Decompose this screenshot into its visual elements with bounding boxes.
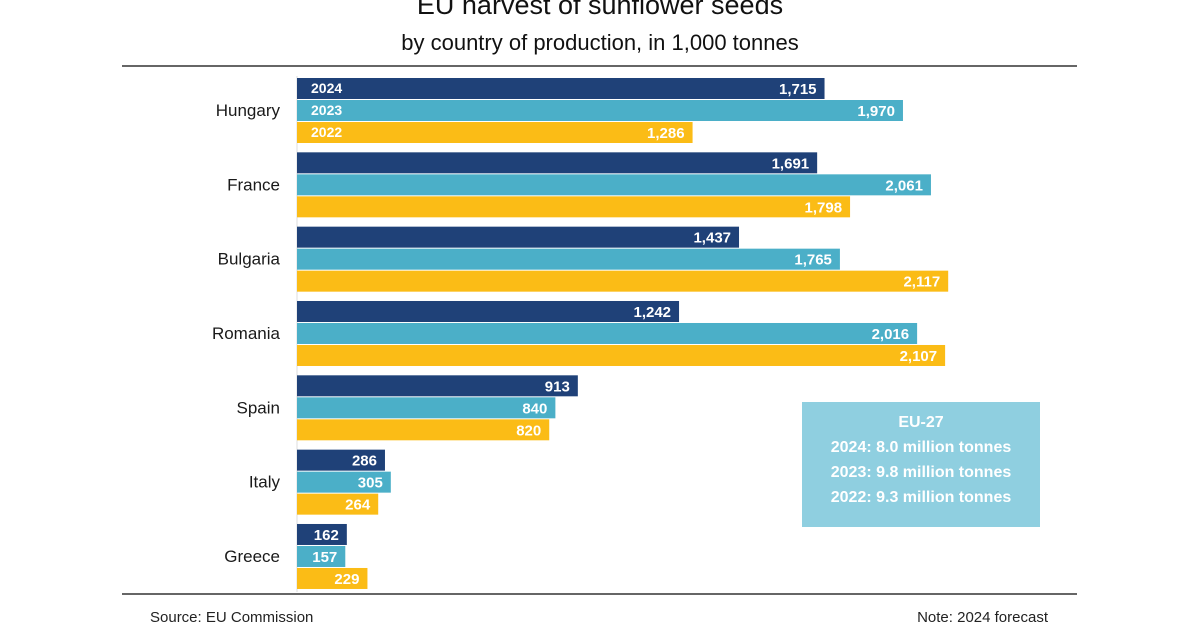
callout-line-2024: 2024: 8.0 million tonnes	[830, 439, 1012, 456]
value-label-greece-2023: 157	[312, 549, 337, 566]
bar-spain-2022	[297, 419, 550, 441]
legend-label-2024: 2024	[311, 80, 342, 96]
bar-italy-2022	[297, 493, 379, 515]
value-label-spain-2024: 913	[545, 378, 570, 395]
value-label-france-2024: 1,691	[772, 155, 810, 172]
bar-greece-2022	[297, 567, 368, 589]
value-label-hungary-2023: 1,970	[857, 103, 895, 120]
category-label-romania: Romania	[212, 324, 281, 343]
value-label-hungary-2022: 1,286	[647, 125, 685, 142]
value-label-romania-2022: 2,107	[900, 348, 938, 365]
category-label-france: France	[227, 175, 280, 194]
value-label-italy-2023: 305	[358, 475, 383, 492]
value-label-spain-2022: 820	[516, 422, 541, 439]
bar-france-2024	[297, 152, 818, 174]
category-label-greece: Greece	[224, 547, 280, 566]
bar-france-2023	[297, 174, 931, 196]
bar-italy-2024	[297, 449, 385, 471]
callout-line-2022: 2022: 9.3 million tonnes	[830, 489, 1012, 506]
value-label-greece-2024: 162	[314, 527, 339, 544]
eu-total-callout: EU-27 2024: 8.0 million tonnes 2023: 9.8…	[802, 402, 1040, 527]
category-label-hungary: Hungary	[216, 101, 281, 120]
bar-italy-2023	[297, 471, 391, 493]
category-label-italy: Italy	[249, 473, 281, 492]
bar-romania-2023	[297, 322, 918, 344]
bar-bulgaria-2023	[297, 248, 840, 270]
value-label-bulgaria-2023: 1,765	[794, 252, 832, 269]
value-label-romania-2023: 2,016	[872, 326, 910, 343]
chart-subtitle: by country of production, in 1,000 tonne…	[401, 30, 799, 55]
bar-bulgaria-2022	[297, 270, 949, 292]
value-label-bulgaria-2022: 2,117	[903, 274, 940, 291]
value-label-france-2022: 1,798	[805, 199, 843, 216]
category-label-spain: Spain	[237, 398, 280, 417]
bar-greece-2023	[297, 545, 346, 567]
chart-title: EU harvest of sunflower seeds	[416, 0, 784, 20]
bar-hungary-2022	[297, 122, 693, 143]
value-label-romania-2024: 1,242	[633, 304, 671, 321]
callout-heading: EU-27	[898, 414, 944, 431]
value-label-greece-2022: 229	[334, 571, 359, 588]
value-label-bulgaria-2024: 1,437	[693, 230, 731, 247]
bar-hungary-2023	[297, 100, 903, 121]
bar-romania-2024	[297, 300, 680, 322]
category-label-bulgaria: Bulgaria	[218, 250, 281, 269]
bar-spain-2023	[297, 397, 556, 419]
bar-greece-2024	[297, 523, 347, 545]
forecast-note: Note: 2024 forecast	[917, 609, 1048, 626]
value-label-spain-2023: 840	[522, 400, 547, 417]
bar-romania-2022	[297, 344, 946, 366]
callout-line-2023: 2023: 9.8 million tonnes	[830, 464, 1012, 481]
legend-label-2022: 2022	[311, 124, 342, 140]
bar-spain-2024	[297, 375, 578, 397]
legend-label-2023: 2023	[311, 102, 342, 118]
value-label-italy-2022: 264	[345, 497, 371, 514]
value-label-italy-2024: 286	[352, 453, 377, 470]
bar-hungary-2024	[297, 78, 825, 99]
value-label-france-2023: 2,061	[885, 177, 923, 194]
bar-france-2022	[297, 196, 851, 218]
value-label-hungary-2024: 1,715	[779, 81, 817, 98]
bar-bulgaria-2024	[297, 226, 740, 248]
source-note: Source: EU Commission	[150, 609, 314, 626]
